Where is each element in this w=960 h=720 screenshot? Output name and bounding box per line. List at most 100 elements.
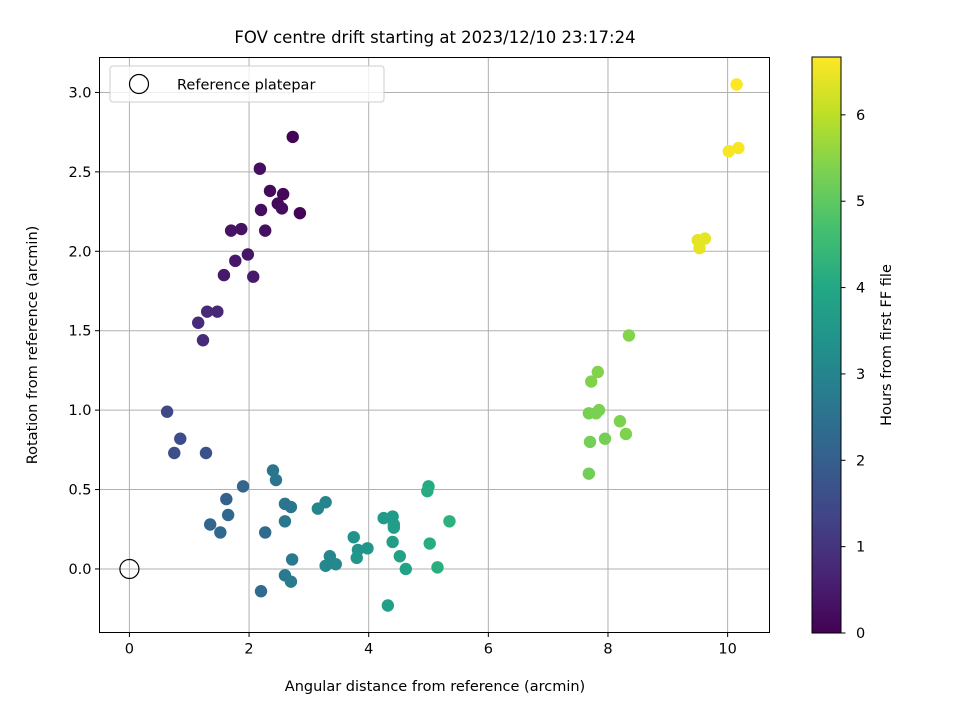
y-tick-label: 2.5	[68, 165, 91, 181]
reference-marker-layer	[119, 558, 140, 580]
scatter-point	[253, 162, 267, 175]
scatter-point	[286, 130, 299, 144]
scatter-point	[698, 232, 712, 245]
scatter-point	[229, 254, 242, 268]
scatter-point	[217, 268, 231, 282]
scatter-point	[203, 518, 217, 531]
scatter-point	[431, 561, 444, 574]
scatter-point	[443, 515, 456, 528]
scatter-point	[275, 202, 289, 215]
scatter-point	[329, 557, 342, 571]
plot-frame	[99, 57, 770, 633]
scatter-point	[236, 480, 250, 493]
scatter-point	[598, 432, 612, 445]
scatter-point	[174, 432, 187, 445]
scatter-point	[585, 375, 598, 388]
scatter-point	[732, 141, 745, 155]
colorbar-gradient	[811, 56, 842, 634]
scatter-point	[200, 305, 214, 318]
colorbar-tick-label: 0	[856, 626, 865, 642]
legend-box	[109, 65, 385, 103]
scatter-point	[693, 241, 706, 255]
scatter-point	[381, 599, 395, 612]
x-tick-label: 10	[718, 642, 736, 658]
x-tick-label: 4	[364, 642, 373, 658]
y-tick-label: 3.0	[68, 85, 91, 101]
scatter-point	[192, 316, 205, 329]
colorbar-tick-label: 3	[856, 367, 865, 383]
scatter-point	[211, 305, 224, 318]
legend-reference-marker	[128, 73, 150, 95]
y-tick-label: 0.5	[68, 483, 91, 499]
scatter-point	[196, 334, 210, 347]
y-axis-ticks: 0.0 0.5 1.0 1.5 2.0 2.5 3.0	[68, 85, 100, 578]
legend: Reference platepar	[109, 65, 385, 103]
chart-title: FOV centre drift starting at 2023/12/10 …	[234, 28, 635, 47]
scatter-point	[583, 435, 597, 449]
x-axis-label: Angular distance from reference (arcmin)	[285, 679, 585, 695]
y-tick-label: 1.0	[68, 403, 91, 419]
scatter-point	[285, 553, 299, 566]
scatter-point	[220, 492, 233, 506]
scatter-point	[160, 405, 174, 418]
scatter-point	[259, 224, 272, 237]
scatter-point	[311, 502, 325, 515]
scatter-point	[591, 365, 605, 379]
scatter-point	[347, 530, 360, 544]
scatter-point	[266, 464, 280, 477]
scatter-point	[722, 145, 736, 158]
scatter-point	[276, 187, 290, 201]
scatter-point	[421, 484, 434, 498]
colorbar-tick-label: 6	[856, 108, 865, 124]
scatter-point	[423, 537, 436, 550]
scatter-point	[386, 535, 399, 549]
scatter-point	[214, 526, 227, 539]
scatter-point	[399, 562, 412, 576]
scatter-point	[730, 78, 743, 91]
colorbar-tick-label: 2	[856, 453, 865, 469]
scatter-point	[284, 575, 298, 588]
scatter-point	[247, 270, 260, 283]
scatter-point	[168, 446, 181, 460]
x-axis-ticks: 0 2 4 6 8 10	[125, 632, 737, 658]
scatter-point	[592, 403, 606, 417]
scatter-point	[284, 500, 298, 514]
scatter-point	[622, 329, 636, 342]
scatter-point	[393, 550, 407, 563]
y-tick-label: 1.5	[68, 324, 91, 340]
scatter-point	[224, 224, 238, 237]
colorbar-ticks: 0 1 2 3 4 5 6	[841, 108, 865, 642]
scatter-point	[241, 248, 255, 261]
scatter-point	[387, 521, 401, 534]
x-tick-label: 8	[603, 642, 612, 658]
colorbar: 0 1 2 3 4 5 6 Hours from first FF file	[811, 56, 895, 642]
scatter-point	[254, 585, 268, 598]
scatter-point	[293, 206, 307, 220]
scatter-point	[350, 551, 363, 565]
reference-platepar-marker	[119, 558, 140, 580]
scatter-point	[259, 526, 272, 539]
scatter-point	[254, 203, 268, 217]
legend-entry-label: Reference platepar	[177, 78, 315, 94]
colorbar-tick-label: 4	[856, 281, 865, 297]
scatter-point	[619, 427, 633, 441]
scatter-point	[582, 467, 596, 480]
x-tick-label: 0	[125, 642, 134, 658]
scatter-point	[199, 446, 213, 460]
colorbar-tick-label: 1	[856, 540, 865, 556]
y-tick-label: 2.0	[68, 244, 91, 260]
data-points	[160, 78, 745, 612]
scatter-point	[263, 184, 277, 198]
scatter-point	[221, 508, 235, 522]
scatter-point	[613, 415, 627, 428]
colorbar-label: Hours from first FF file	[879, 264, 895, 426]
colorbar-tick-label: 5	[856, 194, 865, 210]
scatter-point	[235, 222, 248, 236]
y-tick-label: 0.0	[68, 562, 91, 578]
x-tick-label: 2	[244, 642, 253, 658]
scatter-point	[319, 559, 332, 572]
scatter-point	[269, 473, 283, 487]
x-tick-label: 6	[484, 642, 493, 658]
y-axis-label: Rotation from reference (arcmin)	[25, 226, 41, 465]
